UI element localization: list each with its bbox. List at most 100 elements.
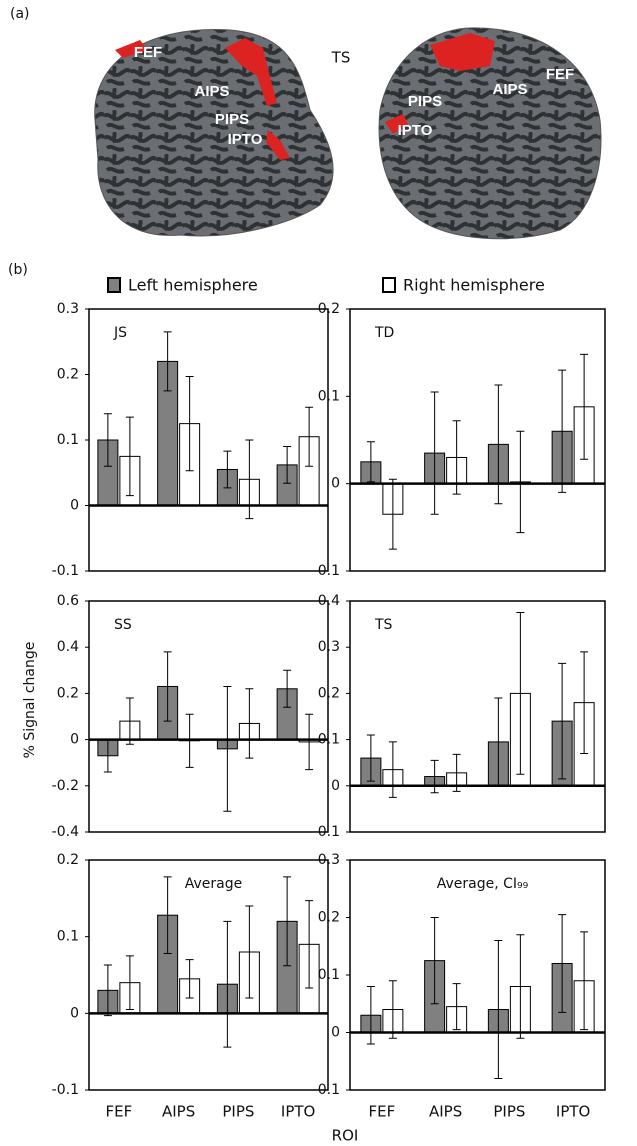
y-tick-label: 0	[331, 1025, 340, 1041]
right-brain	[378, 27, 602, 240]
chart-title: Average, CI₉₉	[437, 876, 529, 892]
error-bar	[103, 413, 112, 467]
x-tick-label: IPTO	[556, 1103, 590, 1121]
y-tick-label: 0.2	[57, 367, 79, 383]
error-bar	[163, 876, 172, 955]
y-tick-label: 0.2	[57, 852, 79, 868]
y-tick-label: 0.2	[318, 910, 340, 926]
x-tick-label: AIPS	[429, 1103, 462, 1121]
x-tick-label: PIPS	[493, 1103, 525, 1121]
error-bar	[305, 713, 314, 771]
y-tick-label: -0.4	[52, 824, 79, 840]
error-bar	[388, 478, 397, 550]
error-bar	[558, 662, 567, 780]
y-tick-label: 0	[331, 476, 340, 492]
plot-frame	[88, 600, 329, 833]
error-bar	[430, 391, 439, 515]
error-bar	[580, 931, 589, 1031]
error-bar	[163, 331, 172, 392]
y-tick-label: -0.1	[313, 1082, 340, 1098]
y-tick-label: 0.1	[318, 967, 340, 983]
panel-label: (a)	[10, 6, 30, 22]
error-bar	[125, 955, 134, 1010]
error-bar	[366, 734, 375, 782]
x-tick-label: AIPS	[162, 1103, 195, 1121]
error-bar	[516, 612, 525, 775]
y-tick-label: 0.3	[318, 852, 340, 868]
left-brain	[94, 29, 334, 237]
y-tick-label: -0.1	[52, 1082, 79, 1098]
error-bar	[283, 876, 292, 967]
error-bar	[305, 406, 314, 467]
y-tick-label: 0.1	[57, 929, 79, 945]
panel-label: (b)	[8, 262, 28, 278]
y-axis-label: % Signal change	[22, 642, 38, 759]
y-tick-label: 0.6	[57, 593, 79, 609]
chart-title: Average	[185, 876, 243, 892]
error-bar	[558, 369, 567, 493]
y-tick-label: 0.1	[57, 432, 79, 448]
error-bar	[430, 917, 439, 1005]
error-bar	[185, 375, 194, 472]
error-bar	[452, 420, 461, 495]
chart-title: JS	[113, 325, 127, 341]
legend-swatch	[382, 277, 396, 293]
y-tick-label: -0.1	[313, 563, 340, 579]
legend-label: Left hemisphere	[128, 276, 258, 295]
x-axis-label: ROI	[332, 1127, 359, 1145]
error-bar	[388, 980, 397, 1039]
y-tick-label: 0	[331, 778, 340, 794]
error-bar	[245, 905, 254, 999]
error-bar	[558, 914, 567, 1013]
brain-label: IPTO	[228, 131, 263, 148]
error-bar	[283, 669, 292, 708]
x-tick-label: IPTO	[281, 1103, 315, 1121]
y-tick-label: 0.4	[318, 593, 340, 609]
y-tick-label: 0.2	[57, 685, 79, 701]
legend-label: Right hemisphere	[403, 276, 545, 295]
y-tick-label: 0	[70, 498, 79, 514]
brain-label: FEF	[546, 66, 574, 83]
x-tick-label: PIPS	[222, 1103, 254, 1121]
y-tick-label: 0.3	[318, 639, 340, 655]
error-bar	[163, 651, 172, 722]
chart-title: SS	[114, 617, 132, 633]
error-bar	[430, 759, 439, 794]
y-tick-label: 0.4	[57, 639, 79, 655]
plot-frame	[349, 308, 606, 572]
y-tick-label: 0.2	[318, 685, 340, 701]
brain-label: TS	[331, 49, 351, 67]
brain-label: AIPS	[492, 81, 527, 98]
error-bar	[580, 651, 589, 754]
error-bar	[245, 688, 254, 759]
brain-label: FEF	[134, 44, 162, 61]
error-bar	[185, 959, 194, 999]
brain-label: IPTO	[398, 122, 433, 139]
chart-title: TD	[374, 325, 394, 341]
plot-frame	[88, 859, 329, 1091]
roi-patch	[115, 38, 290, 160]
error-bar	[366, 986, 375, 1045]
error-bar	[125, 416, 134, 497]
error-bar	[388, 741, 397, 798]
legend-swatch	[107, 277, 121, 293]
plot-frame	[349, 600, 606, 833]
y-tick-label: 0.1	[318, 388, 340, 404]
y-tick-label: 0.3	[57, 301, 79, 317]
plot-frame	[88, 308, 329, 572]
x-tick-label: FEF	[369, 1103, 396, 1121]
y-tick-label: -0.2	[52, 778, 79, 794]
error-bar	[103, 964, 112, 1017]
brain-label: PIPS	[215, 111, 249, 128]
error-bar	[366, 441, 375, 483]
roi-patch	[385, 33, 495, 134]
error-bar	[452, 983, 461, 1031]
y-tick-label: 0.2	[318, 301, 340, 317]
error-bar	[516, 430, 525, 534]
error-bar	[580, 353, 589, 460]
error-bar	[305, 900, 314, 989]
error-bar	[516, 934, 525, 1039]
brain-label: PIPS	[408, 93, 442, 110]
brain-label: AIPS	[194, 83, 229, 100]
